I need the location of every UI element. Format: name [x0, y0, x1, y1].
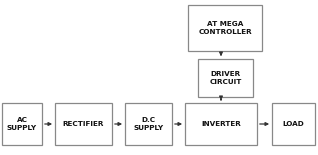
Text: DRIVER
CIRCUIT: DRIVER CIRCUIT: [209, 71, 242, 85]
FancyBboxPatch shape: [125, 103, 172, 145]
FancyBboxPatch shape: [198, 59, 253, 97]
Text: RECTIFIER: RECTIFIER: [63, 121, 104, 127]
FancyBboxPatch shape: [272, 103, 315, 145]
Text: LOAD: LOAD: [283, 121, 304, 127]
FancyBboxPatch shape: [185, 103, 257, 145]
Text: INVERTER: INVERTER: [201, 121, 241, 127]
Text: D.C
SUPPLY: D.C SUPPLY: [134, 117, 163, 131]
FancyBboxPatch shape: [2, 103, 42, 145]
Text: AT MEGA
CONTROLLER: AT MEGA CONTROLLER: [198, 21, 252, 35]
FancyBboxPatch shape: [188, 5, 262, 51]
FancyBboxPatch shape: [55, 103, 112, 145]
Text: AC
SUPPLY: AC SUPPLY: [7, 117, 37, 131]
